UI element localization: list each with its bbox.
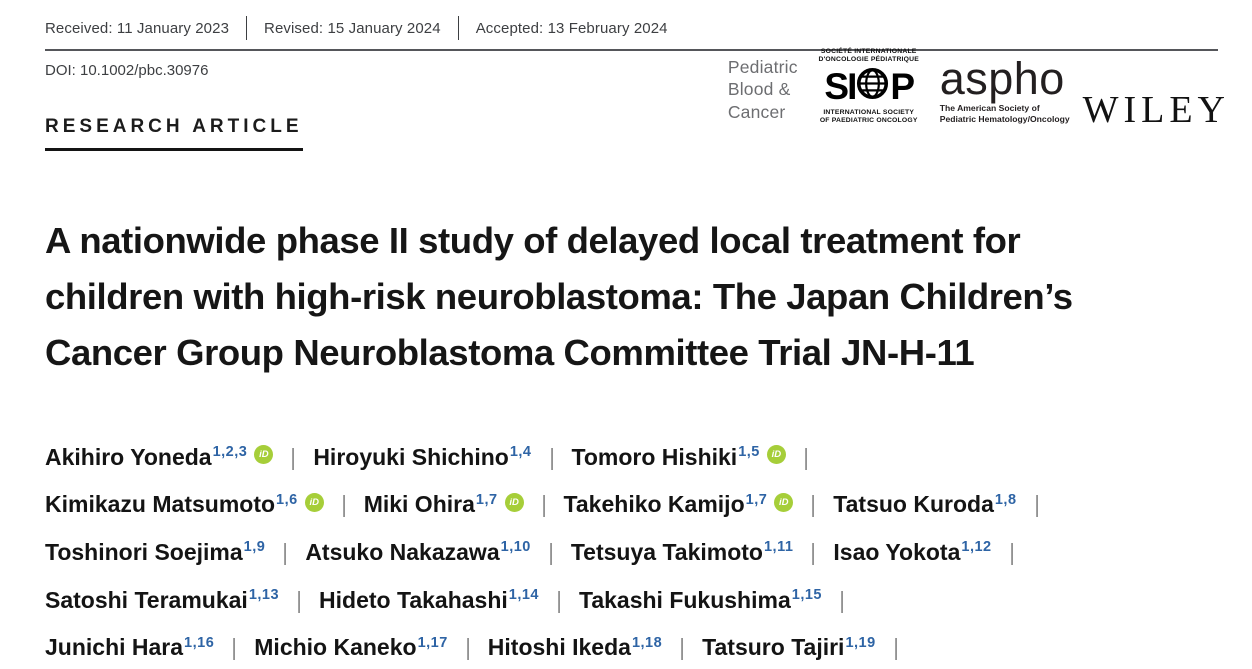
author: Akihiro Yoneda1,2,3 iD [45, 444, 274, 470]
author: Kimikazu Matsumoto1,6 iD [45, 491, 324, 517]
author: Tomoro Hishiki1,5 iD [572, 444, 786, 470]
author: Junichi Hara1,16 [45, 634, 215, 661]
aspho-logo: aspho The American Society of Pediatric … [939, 53, 1070, 125]
author-list: Akihiro Yoneda1,2,3 iD | Hiroyuki Shichino1… [45, 431, 1218, 669]
author-separator: | [549, 443, 554, 470]
siop-letters-si: SI [824, 65, 857, 107]
aspho-tagline-line2: Pediatric Hematology/Oncology [939, 113, 1070, 124]
author: Hiroyuki Shichino1,4 [313, 443, 532, 470]
journal-name-line1: Pediatric [727, 57, 798, 77]
author: Isao Yokota1,12 [833, 538, 992, 565]
siop-letter-p: P [890, 65, 915, 107]
author-separator: | [811, 491, 816, 518]
siop-top-text-line2: D'ONCOLOGIE PÉDIATRIQUE [818, 56, 919, 64]
author-separator: | [840, 586, 844, 613]
author-separator: | [341, 491, 346, 518]
affiliation-superscript: 1,9 [243, 539, 266, 556]
affiliation-superscript: 1,5 [738, 444, 760, 460]
orcid-icon: iD [254, 445, 274, 465]
affiliation-superscript: 1,12 [961, 539, 992, 556]
journal-logo-strip: Pediatric Blood & Cancer SOCIÉTÉ INTERNA… [728, 48, 1230, 129]
siop-bottom-text-line1: INTERNATIONAL SOCIETY [823, 108, 915, 116]
affiliation-superscript: 1,19 [845, 634, 876, 651]
article-title-line1: A nationwide phase II study of delayed l… [45, 220, 1021, 261]
orcid-icon: iD [504, 492, 524, 512]
siop-wordmark: SI P [811, 67, 927, 106]
affiliation-superscript: 1,14 [508, 586, 539, 603]
author-separator: | [804, 443, 808, 470]
article-title-line2: children with high-risk neuroblastoma: T… [45, 276, 1073, 317]
author: Miki Ohira1,7 iD [364, 491, 524, 517]
orcid-icon: iD [774, 492, 794, 512]
doi: DOI: 10.1002/pbc.30976 [45, 62, 209, 79]
affiliation-superscript: 1,13 [248, 586, 280, 603]
author-separator: | [557, 586, 561, 613]
author-separator: | [549, 538, 553, 565]
affiliation-superscript: 1,11 [763, 539, 794, 556]
author: Satoshi Teramukai1,13 [45, 586, 280, 613]
aspho-tagline-line1: The American Society of [939, 103, 1040, 114]
affiliation-superscript: 1,8 [994, 491, 1017, 508]
affiliation-superscript: 1,7 [475, 491, 498, 508]
journal-name-line3: Cancer [727, 101, 786, 122]
author: Toshinori Soejima1,9 [45, 538, 266, 565]
author-line: Kimikazu Matsumoto1,6 iD | Miki Ohira1,7 iD |… [45, 479, 1218, 527]
siop-bottom-text-line2: OF PAEDIATRIC ONCOLOGY [819, 117, 918, 125]
siop-logo: SOCIÉTÉ INTERNATIONALE D'ONCOLOGIE PÉDIA… [811, 48, 927, 126]
author: Tetsuya Takimoto1,11 [570, 538, 794, 565]
author-separator: | [466, 634, 470, 661]
author-separator: | [291, 443, 296, 470]
author-line: Satoshi Teramukai1,13 | Hideto Takahashi1,… [45, 574, 1218, 622]
affiliation-superscript: 1,17 [417, 634, 448, 651]
author: Tatsuo Kuroda1,8 [833, 491, 1017, 518]
author-separator: | [541, 491, 546, 518]
revision-history-bar: Received: 11 January 2023 Revised: 15 Ja… [45, 0, 1218, 40]
affiliation-superscript: 1,16 [184, 634, 215, 651]
author: Takashi Fukushima1,15 [578, 586, 822, 613]
author: Michio Kaneko1,17 [254, 634, 448, 661]
wiley-logo: WILEY [1082, 89, 1230, 131]
author-separator: | [893, 634, 898, 661]
affiliation-superscript: 1,18 [631, 634, 663, 651]
globe-icon [856, 67, 889, 106]
author-line: Junichi Hara1,16 | Michio Kaneko1,17 | Hitos… [45, 622, 1218, 669]
author-separator: | [232, 634, 237, 661]
author-separator: | [1009, 538, 1014, 565]
author-separator: | [283, 538, 288, 565]
article-type-heading: RESEARCH ARTICLE [45, 116, 303, 151]
author: Takehiko Kamijo1,7 iD [564, 491, 794, 517]
affiliation-superscript: 1,6 [276, 491, 298, 508]
author-separator: | [811, 538, 816, 565]
orcid-icon: iD [304, 492, 324, 512]
affiliation-superscript: 1,4 [509, 444, 532, 460]
affiliation-superscript: 1,7 [745, 491, 768, 508]
article-title-line3: Cancer Group Neuroblastoma Committee Tri… [45, 332, 975, 373]
author-separator: | [1034, 491, 1039, 518]
author-separator: | [680, 634, 684, 661]
revised-date: Revised: 15 January 2024 [264, 19, 441, 37]
journal-name: Pediatric Blood & Cancer [728, 56, 798, 123]
author: Hideto Takahashi1,14 [319, 586, 539, 613]
article-title: A nationwide phase II study of delayed l… [45, 213, 1218, 381]
date-divider [246, 16, 248, 40]
received-date: Received: 11 January 2023 [45, 19, 230, 37]
accepted-date: Accepted: 13 February 2024 [475, 19, 668, 37]
author-line: Akihiro Yoneda1,2,3 iD | Hiroyuki Shichino1… [45, 431, 1218, 479]
affiliation-superscript: 1,10 [500, 539, 531, 556]
author-separator: | [297, 586, 301, 613]
date-divider [457, 16, 459, 40]
author-line: Toshinori Soejima1,9 | Atsuko Nakazawa1,10… [45, 526, 1218, 574]
affiliation-superscript: 1,2,3 [212, 444, 248, 460]
aspho-wordmark: aspho [939, 53, 1065, 104]
siop-top-text-line1: SOCIÉTÉ INTERNATIONALE [820, 48, 917, 55]
orcid-icon: iD [766, 445, 786, 465]
journal-name-line2: Blood & [727, 79, 791, 100]
header-rule [45, 49, 1218, 51]
affiliation-superscript: 1,15 [791, 586, 822, 603]
aspho-tagline: The American Society of Pediatric Hemato… [940, 103, 1070, 124]
author: Tatsuro Tajiri1,19 [702, 634, 876, 661]
author: Hitoshi Ikeda1,18 [487, 634, 663, 661]
author: Atsuko Nakazawa1,10 [305, 538, 531, 565]
